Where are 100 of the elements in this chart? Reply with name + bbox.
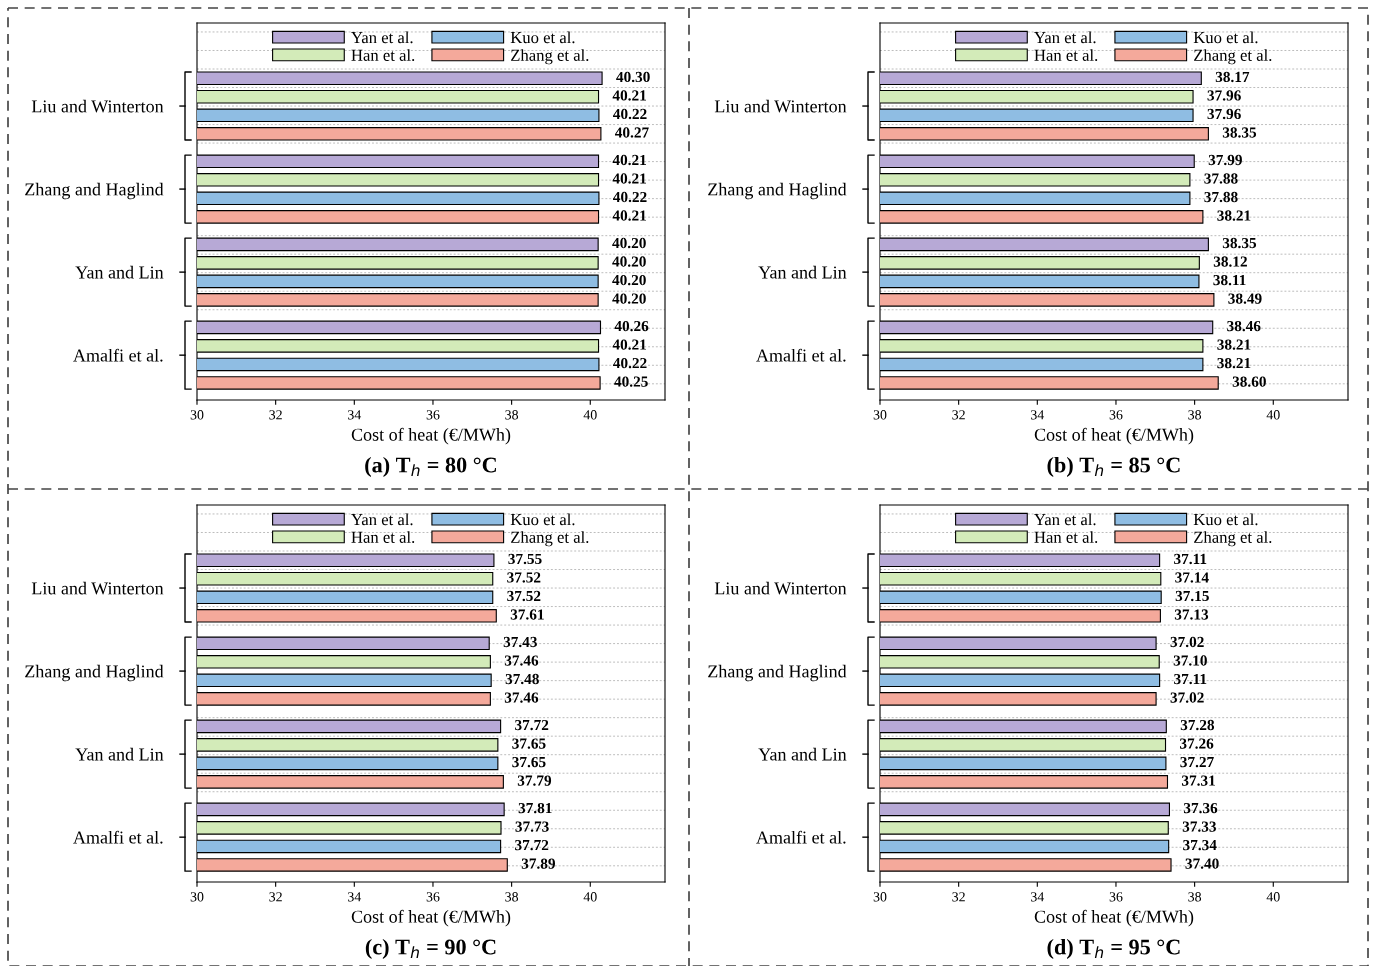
- y-tick-label: Liu and Winterton: [714, 99, 847, 113]
- x-tick-label: 34: [1031, 892, 1045, 902]
- legend-label: Han et al.: [351, 49, 415, 61]
- x-tick-label: 36: [426, 410, 440, 420]
- data-label: 38.21: [1217, 339, 1251, 350]
- y-tick-label: Yan and Lin: [758, 265, 847, 279]
- y-tick-label: Yan and Lin: [758, 747, 847, 761]
- y-tick-label: Liu and Winterton: [714, 581, 847, 595]
- data-label: 38.35: [1222, 127, 1257, 138]
- data-label: 37.14: [1175, 572, 1209, 583]
- data-label: 37.52: [507, 572, 541, 583]
- data-label: 37.88: [1204, 191, 1238, 203]
- data-label: 37.73: [515, 821, 549, 832]
- text: (b) T$_{h}$ = 85 °C: [1047, 456, 1180, 478]
- text: (c) T$_{h}$ = 90 °C: [365, 938, 496, 960]
- data-label: 37.96: [1207, 108, 1241, 120]
- data-label: 40.21: [612, 154, 647, 166]
- y-tick-label: Amalfi et al.: [73, 830, 163, 844]
- data-label: 37.81: [518, 802, 552, 814]
- data-label: 37.72: [515, 839, 549, 851]
- legend-label: Kuo et al.: [510, 513, 575, 526]
- legend-label: Zhang et al.: [1194, 531, 1272, 547]
- data-label: 40.30: [616, 71, 650, 83]
- data-label: 38.60: [1232, 376, 1266, 387]
- data-label: 37.28: [1180, 719, 1215, 731]
- y-tick-label: Yan and Lin: [75, 265, 164, 279]
- legend-label: Han et al.: [351, 531, 415, 543]
- data-label: 38.35: [1222, 237, 1257, 249]
- x-tick-label: 34: [348, 410, 362, 420]
- y-tick-label: Zhang and Haglind: [708, 182, 847, 200]
- data-label: 37.15: [1175, 590, 1209, 602]
- data-label: 37.61: [510, 609, 544, 620]
- data-label: 37.11: [1174, 553, 1207, 565]
- x-tick-label: 32: [952, 892, 965, 902]
- y-tick-label: Amalfi et al.: [73, 348, 163, 362]
- data-label: 37.46: [504, 692, 539, 703]
- x-tick-label: 34: [1031, 410, 1045, 420]
- x-tick-label: 36: [426, 892, 440, 902]
- data-label: 38.21: [1217, 357, 1251, 369]
- data-label: 40.20: [612, 274, 646, 286]
- legend-label: Han et al.: [1034, 531, 1098, 543]
- data-label: 38.49: [1228, 293, 1262, 304]
- data-label: 37.89: [521, 858, 556, 869]
- data-label: 37.72: [515, 719, 549, 731]
- data-label: 40.21: [612, 90, 647, 101]
- data-label: 40.22: [613, 108, 647, 120]
- y-tick-label: Yan and Lin: [75, 747, 164, 761]
- x-tick-label: 38: [505, 892, 519, 902]
- x-tick-label: 36: [1109, 410, 1123, 420]
- data-label: 37.40: [1185, 858, 1219, 869]
- data-label: 37.02: [1170, 636, 1204, 648]
- legend-label: Zhang et al.: [511, 49, 589, 65]
- y-tick-label: Amalfi et al.: [756, 348, 846, 362]
- data-label: 38.12: [1213, 256, 1247, 267]
- legend-label: Yan et al.: [1034, 513, 1096, 526]
- data-label: 40.22: [613, 191, 647, 203]
- x-tick-label: 32: [269, 892, 282, 902]
- data-label: 37.02: [1170, 692, 1204, 703]
- data-label: 40.21: [612, 210, 647, 221]
- x-tick-label: 30: [873, 410, 887, 420]
- data-label: 37.33: [1182, 821, 1217, 832]
- legend-label: Zhang et al.: [511, 531, 589, 547]
- legend-label: Han et al.: [1034, 49, 1098, 61]
- x-tick-label: 40: [583, 892, 597, 902]
- x-tick-label: 38: [1188, 410, 1202, 420]
- data-label: 40.27: [614, 127, 649, 138]
- legend-label: Yan et al.: [1034, 31, 1096, 44]
- data-label: 40.26: [614, 320, 649, 332]
- data-label: 40.20: [612, 293, 646, 304]
- data-label: 37.79: [517, 775, 552, 786]
- data-label: 37.55: [508, 553, 542, 565]
- data-label: 37.96: [1207, 90, 1241, 101]
- x-tick-label: 36: [1109, 892, 1123, 902]
- x-tick-label: 30: [873, 892, 887, 902]
- x-tick-label: 30: [190, 410, 204, 420]
- data-label: 37.99: [1208, 154, 1242, 166]
- data-label: 37.31: [1181, 775, 1215, 786]
- y-tick-label: Liu and Winterton: [31, 581, 164, 595]
- legend-label: Zhang et al.: [1194, 49, 1272, 65]
- x-axis-title: Cost of heat (€/MWh): [351, 427, 511, 445]
- x-axis-title: Cost of heat (€/MWh): [1034, 909, 1194, 927]
- x-tick-label: 38: [1188, 892, 1202, 902]
- data-label: 37.27: [1180, 756, 1214, 768]
- data-label: 37.34: [1183, 839, 1217, 851]
- y-tick-label: Zhang and Haglind: [25, 664, 164, 682]
- data-label: 40.25: [614, 376, 648, 387]
- data-label: 37.11: [1174, 673, 1207, 685]
- y-tick-label: Liu and Winterton: [31, 99, 164, 113]
- data-label: 40.20: [612, 237, 646, 249]
- x-tick-label: 40: [1266, 410, 1280, 420]
- legend-label: Kuo et al.: [1193, 513, 1258, 526]
- data-label: 37.46: [504, 655, 539, 666]
- data-label: 37.48: [505, 673, 539, 685]
- data-label: 37.88: [1204, 173, 1238, 184]
- x-axis-title: Cost of heat (€/MWh): [351, 909, 511, 927]
- x-tick-label: 32: [952, 410, 965, 420]
- data-label: 38.21: [1217, 210, 1251, 221]
- text: (a) T$_{h}$ = 80 °C: [365, 456, 496, 478]
- y-tick-label: Zhang and Haglind: [25, 182, 164, 200]
- data-label: 37.43: [503, 636, 537, 648]
